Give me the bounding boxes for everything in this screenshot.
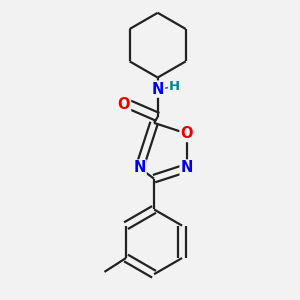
- Text: N: N: [152, 82, 164, 97]
- Text: O: O: [181, 126, 193, 141]
- Text: N: N: [133, 160, 145, 175]
- Text: H: H: [169, 80, 180, 93]
- Text: O: O: [118, 97, 130, 112]
- Text: N: N: [181, 160, 193, 175]
